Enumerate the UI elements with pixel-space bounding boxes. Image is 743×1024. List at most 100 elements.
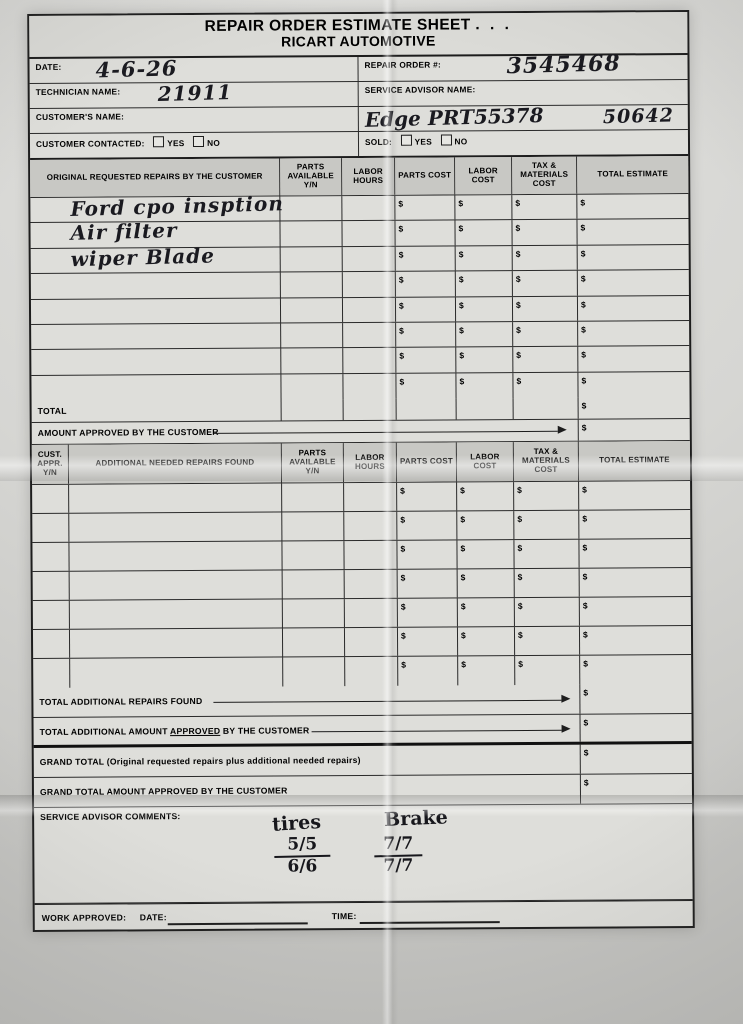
cell-parts-available[interactable] <box>281 323 344 348</box>
cell-labor-hours[interactable] <box>344 540 398 570</box>
cell-parts-cost[interactable]: $ <box>397 540 458 569</box>
cell-tax-materials[interactable]: $ <box>514 481 580 511</box>
cell-cust-appr[interactable] <box>32 571 70 601</box>
cell-tax-materials[interactable]: $ <box>515 655 581 686</box>
cell-labor-hours[interactable] <box>344 569 398 599</box>
cell-parts-cost[interactable]: $ <box>397 511 458 540</box>
cell-description[interactable] <box>69 599 283 629</box>
table-row[interactable]: $ $ $ $ <box>33 655 691 689</box>
comments-cell[interactable]: SERVICE ADVISOR COMMENTS: tires 5/5 6/6 … <box>34 804 693 903</box>
table-row[interactable]: $ $ $ $ <box>32 597 691 631</box>
cell-labor-hours[interactable] <box>343 322 397 348</box>
cell-parts-available[interactable] <box>281 348 344 374</box>
customer-name-field[interactable]: CUSTOMER'S NAME: <box>29 107 359 134</box>
cell-parts-available[interactable] <box>282 512 345 541</box>
cell-labor-cost[interactable]: $ <box>455 296 514 322</box>
cell-parts-available[interactable] <box>280 272 343 298</box>
cell-description[interactable] <box>31 374 282 402</box>
cell-description[interactable]: wiper Blade <box>30 243 281 274</box>
cell-labor-hours[interactable] <box>342 221 396 246</box>
cell-total-estimate[interactable]: $ <box>580 568 691 597</box>
cell-total-estimate[interactable]: $ <box>578 270 689 295</box>
cell-description[interactable] <box>69 541 283 571</box>
cell-parts-cost[interactable]: $ <box>395 246 456 271</box>
cell-labor-hours[interactable] <box>344 511 398 541</box>
cell-total-estimate[interactable]: $ <box>579 510 690 539</box>
cell-labor-cost[interactable]: $ <box>456 372 514 399</box>
cell-labor-hours[interactable] <box>343 373 397 400</box>
approved-value-cell[interactable]: $ <box>579 419 690 441</box>
cell-parts-cost[interactable]: $ <box>396 347 457 373</box>
cell-total-estimate[interactable]: $ <box>578 245 689 270</box>
table-row[interactable]: $ $ $ $ <box>32 568 691 602</box>
cell-parts-available[interactable] <box>282 628 346 657</box>
service-advisor-field[interactable]: SERVICE ADVISOR NAME: <box>359 80 688 106</box>
cell-cust-appr[interactable] <box>32 542 70 572</box>
cell-labor-cost[interactable]: $ <box>457 511 515 540</box>
total-estimate-cell[interactable]: $ <box>579 397 690 419</box>
repair-order-field[interactable]: REPAIR ORDER #: 3545468 <box>358 50 687 81</box>
table-row[interactable]: $ $ $ $ <box>32 539 691 573</box>
cell-description[interactable] <box>69 512 283 542</box>
cell-tax-materials[interactable]: $ <box>512 245 578 271</box>
cell-parts-available[interactable] <box>280 246 343 272</box>
cell-parts-available[interactable] <box>282 541 345 570</box>
cell-labor-cost[interactable]: $ <box>457 540 515 569</box>
grand-total-value-cell[interactable]: $ <box>581 744 692 774</box>
cell-tax-materials[interactable]: $ <box>512 296 579 322</box>
service-advisor-comments-row[interactable]: SERVICE ADVISOR COMMENTS: tires 5/5 6/6 … <box>34 804 693 905</box>
cell-parts-cost[interactable]: $ <box>397 482 458 511</box>
cell-labor-cost[interactable]: $ <box>458 656 516 686</box>
cell-cust-appr[interactable] <box>32 513 70 543</box>
cell-tax-materials[interactable]: $ <box>513 347 579 372</box>
cell-parts-available[interactable] <box>282 570 345 599</box>
date-field[interactable]: DATE: 4-6-26 <box>29 55 359 84</box>
cell-labor-hours[interactable] <box>345 656 399 687</box>
cell-labor-hours[interactable] <box>342 195 396 221</box>
cell-description[interactable] <box>69 483 283 513</box>
cell-tax-materials[interactable]: $ <box>514 568 580 598</box>
cell-total-estimate[interactable]: $ <box>580 655 691 685</box>
cell-parts-available[interactable] <box>280 196 343 221</box>
cell-labor-cost[interactable]: $ <box>455 271 513 297</box>
cell-labor-cost[interactable]: $ <box>456 322 514 347</box>
cell-parts-cost[interactable]: $ <box>395 220 456 246</box>
table-row[interactable]: $ $ $ $ <box>32 510 691 544</box>
checkbox-sold-yes[interactable] <box>400 134 412 146</box>
cell-parts-cost[interactable]: $ <box>397 598 458 627</box>
cell-description[interactable] <box>31 348 282 375</box>
cell-parts-cost[interactable]: $ <box>397 569 458 598</box>
table-row[interactable]: $ $ $ $ <box>32 481 691 515</box>
cell-tax-materials[interactable]: $ <box>514 510 580 540</box>
table-row[interactable]: $ $ $ $ <box>32 626 692 660</box>
cell-total-estimate[interactable]: $ <box>580 626 691 655</box>
cell-tax-materials[interactable]: $ <box>513 372 579 399</box>
cell-tax-materials[interactable]: $ <box>514 597 580 627</box>
cell-labor-hours[interactable] <box>344 598 398 628</box>
cell-parts-cost[interactable]: $ <box>396 373 457 399</box>
cell-parts-available[interactable] <box>280 297 344 323</box>
sold-field[interactable]: SOLD: YES NO <box>359 130 688 156</box>
cell-total-estimate[interactable]: $ <box>578 372 689 398</box>
cell-cust-appr[interactable] <box>32 629 71 659</box>
cell-parts-available[interactable] <box>281 373 344 400</box>
cell-total-estimate[interactable]: $ <box>578 296 689 321</box>
cell-parts-cost[interactable]: $ <box>396 322 457 348</box>
cell-labor-cost[interactable]: $ <box>455 220 513 246</box>
cell-labor-cost[interactable]: $ <box>456 347 514 373</box>
cell-tax-materials[interactable]: $ <box>514 539 580 569</box>
checkbox-sold-no[interactable] <box>440 134 452 146</box>
cell-total-estimate[interactable]: $ <box>579 539 690 568</box>
cell-cust-appr[interactable] <box>32 600 70 630</box>
cell-total-estimate[interactable]: $ <box>579 481 690 510</box>
cell-cust-appr[interactable] <box>33 658 71 689</box>
cell-labor-cost[interactable]: $ <box>457 482 515 511</box>
cell-tax-materials[interactable]: $ <box>512 194 578 220</box>
cell-labor-cost[interactable]: $ <box>455 245 513 271</box>
total-additional-found-value-cell[interactable]: $ <box>580 684 691 714</box>
work-date-line[interactable] <box>167 922 308 925</box>
cell-parts-available[interactable] <box>280 221 343 247</box>
service-advisor-value-cell[interactable]: Edge PRT55378 50642 <box>359 103 688 132</box>
cell-labor-hours[interactable] <box>342 297 397 323</box>
cell-parts-cost[interactable]: $ <box>398 656 459 686</box>
